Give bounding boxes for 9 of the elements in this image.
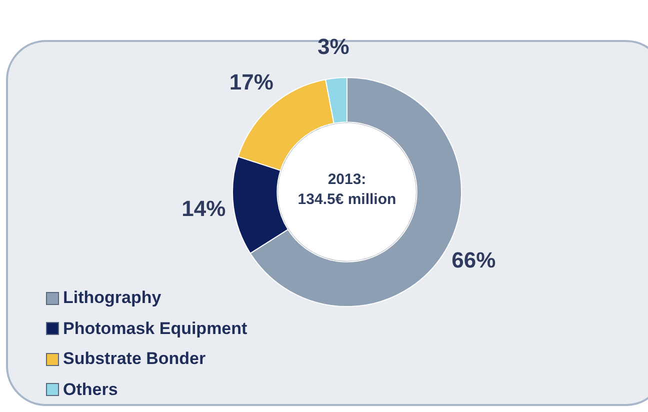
legend-label: Substrate Bonder <box>63 349 206 370</box>
legend-label: Lithography <box>63 288 162 308</box>
data-label: 3% <box>318 34 350 60</box>
data-label: 14% <box>182 196 226 222</box>
data-label: 17% <box>229 70 274 95</box>
data-label: 66% <box>452 248 496 273</box>
legend-label: Others <box>63 380 118 400</box>
text: 2013: 134.5€ million <box>296 170 398 210</box>
legend-label: Photomask Equipment <box>63 318 248 339</box>
